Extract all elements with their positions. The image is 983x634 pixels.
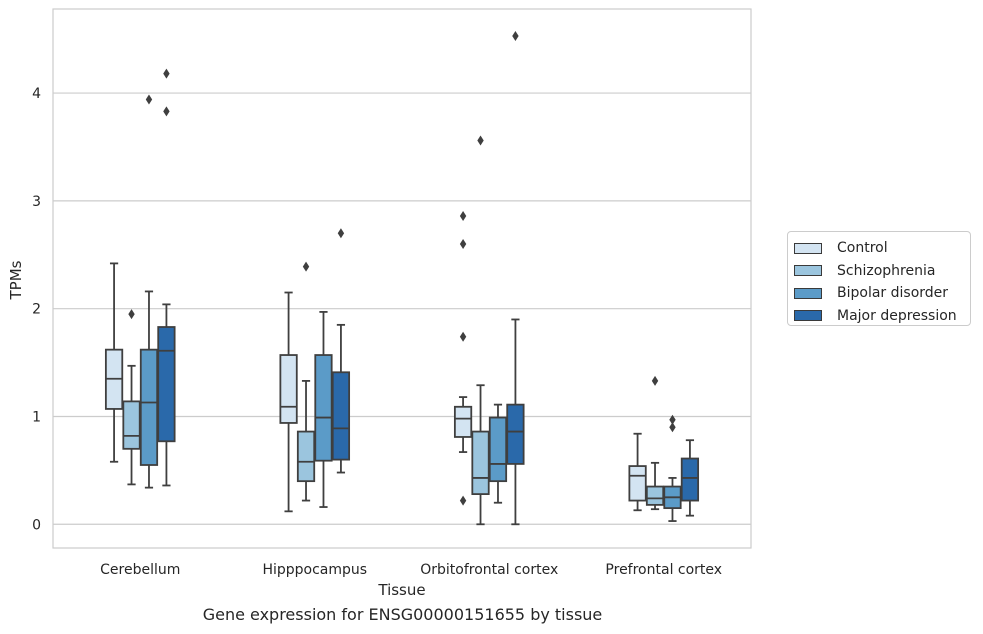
box: [331, 371, 351, 461]
box: [471, 430, 490, 495]
box-group: [453, 210, 473, 506]
legend-label: Bipolar disorder: [837, 285, 949, 302]
x-tick-labels: Cerebellum Hipppocampus Orbitofrontal cort…: [100, 562, 722, 578]
y-axis-label: TPMs: [7, 260, 25, 300]
legend-item: Control: [794, 237, 970, 260]
x-tick-label: Hipppocampus: [262, 562, 367, 578]
x-axis-label: Tissue: [377, 581, 425, 599]
plot-frame: [52, 8, 752, 549]
box-group: [680, 439, 700, 517]
legend: Control Schizophrenia Bipolar disorder Majo…: [787, 231, 971, 326]
outlier-point: [669, 422, 676, 433]
x-tick-label: Orbitofrontal cortex: [420, 562, 558, 578]
box: [157, 326, 176, 443]
y-tick-label: 2: [32, 302, 41, 318]
legend-label: Major depression: [837, 307, 957, 324]
outlier-point: [459, 495, 467, 506]
y-tick-label: 4: [32, 86, 41, 102]
outlier-point: [459, 239, 467, 250]
legend-swatch: [794, 265, 822, 277]
outlier-point: [337, 228, 345, 239]
y-tick-label: 0: [32, 517, 41, 533]
box: [279, 354, 298, 424]
outlier-point: [163, 106, 170, 117]
box: [628, 465, 647, 502]
outlier-point: [128, 309, 135, 320]
box-group: [645, 375, 665, 511]
x-tick-label: Cerebellum: [100, 562, 180, 578]
box-group: [628, 432, 647, 512]
box-group: [122, 309, 141, 486]
outlier-point: [459, 210, 467, 221]
legend-swatch: [794, 242, 822, 254]
box: [680, 457, 700, 502]
outlier-point: [512, 30, 519, 41]
legend-item: Schizophrenia: [794, 260, 970, 283]
y-tick-labels: 0 1 2 3 4: [32, 86, 41, 533]
box-group: [279, 291, 298, 513]
box-group: [663, 414, 682, 522]
x-tick-label: Prefrontal cortex: [605, 562, 722, 578]
box-group: [506, 30, 525, 526]
box-group: [314, 311, 333, 508]
outlier-point: [302, 261, 310, 272]
box-group: [157, 68, 176, 487]
box-group: [471, 135, 490, 526]
box: [453, 405, 473, 438]
outlier-point: [163, 68, 170, 79]
box: [488, 416, 508, 483]
box-group: [139, 94, 159, 489]
legend-swatch: [794, 287, 822, 299]
legend-label: Control: [837, 240, 888, 257]
box: [139, 348, 159, 466]
box: [296, 430, 316, 483]
box: [506, 403, 525, 465]
legend-item: Major depression: [794, 305, 970, 328]
boxes: [104, 30, 700, 526]
box: [645, 485, 665, 506]
legend-swatch: [794, 310, 822, 322]
outlier-point: [459, 331, 467, 342]
figure-caption: Gene expression for ENSG00000151655 by t…: [202, 605, 603, 624]
outlier-point: [145, 94, 153, 105]
box: [314, 354, 333, 462]
box-group: [488, 403, 508, 504]
box-group: [104, 262, 124, 463]
legend-label: Schizophrenia: [837, 262, 936, 279]
y-tick-label: 1: [32, 409, 41, 425]
box-group: [296, 261, 316, 502]
outlier-point: [477, 135, 484, 146]
outlier-point: [651, 375, 659, 386]
outlier-point: [669, 414, 676, 425]
y-tick-label: 3: [32, 194, 41, 210]
box: [122, 400, 141, 450]
legend-item: Bipolar disorder: [794, 282, 970, 305]
box-group: [331, 228, 351, 474]
